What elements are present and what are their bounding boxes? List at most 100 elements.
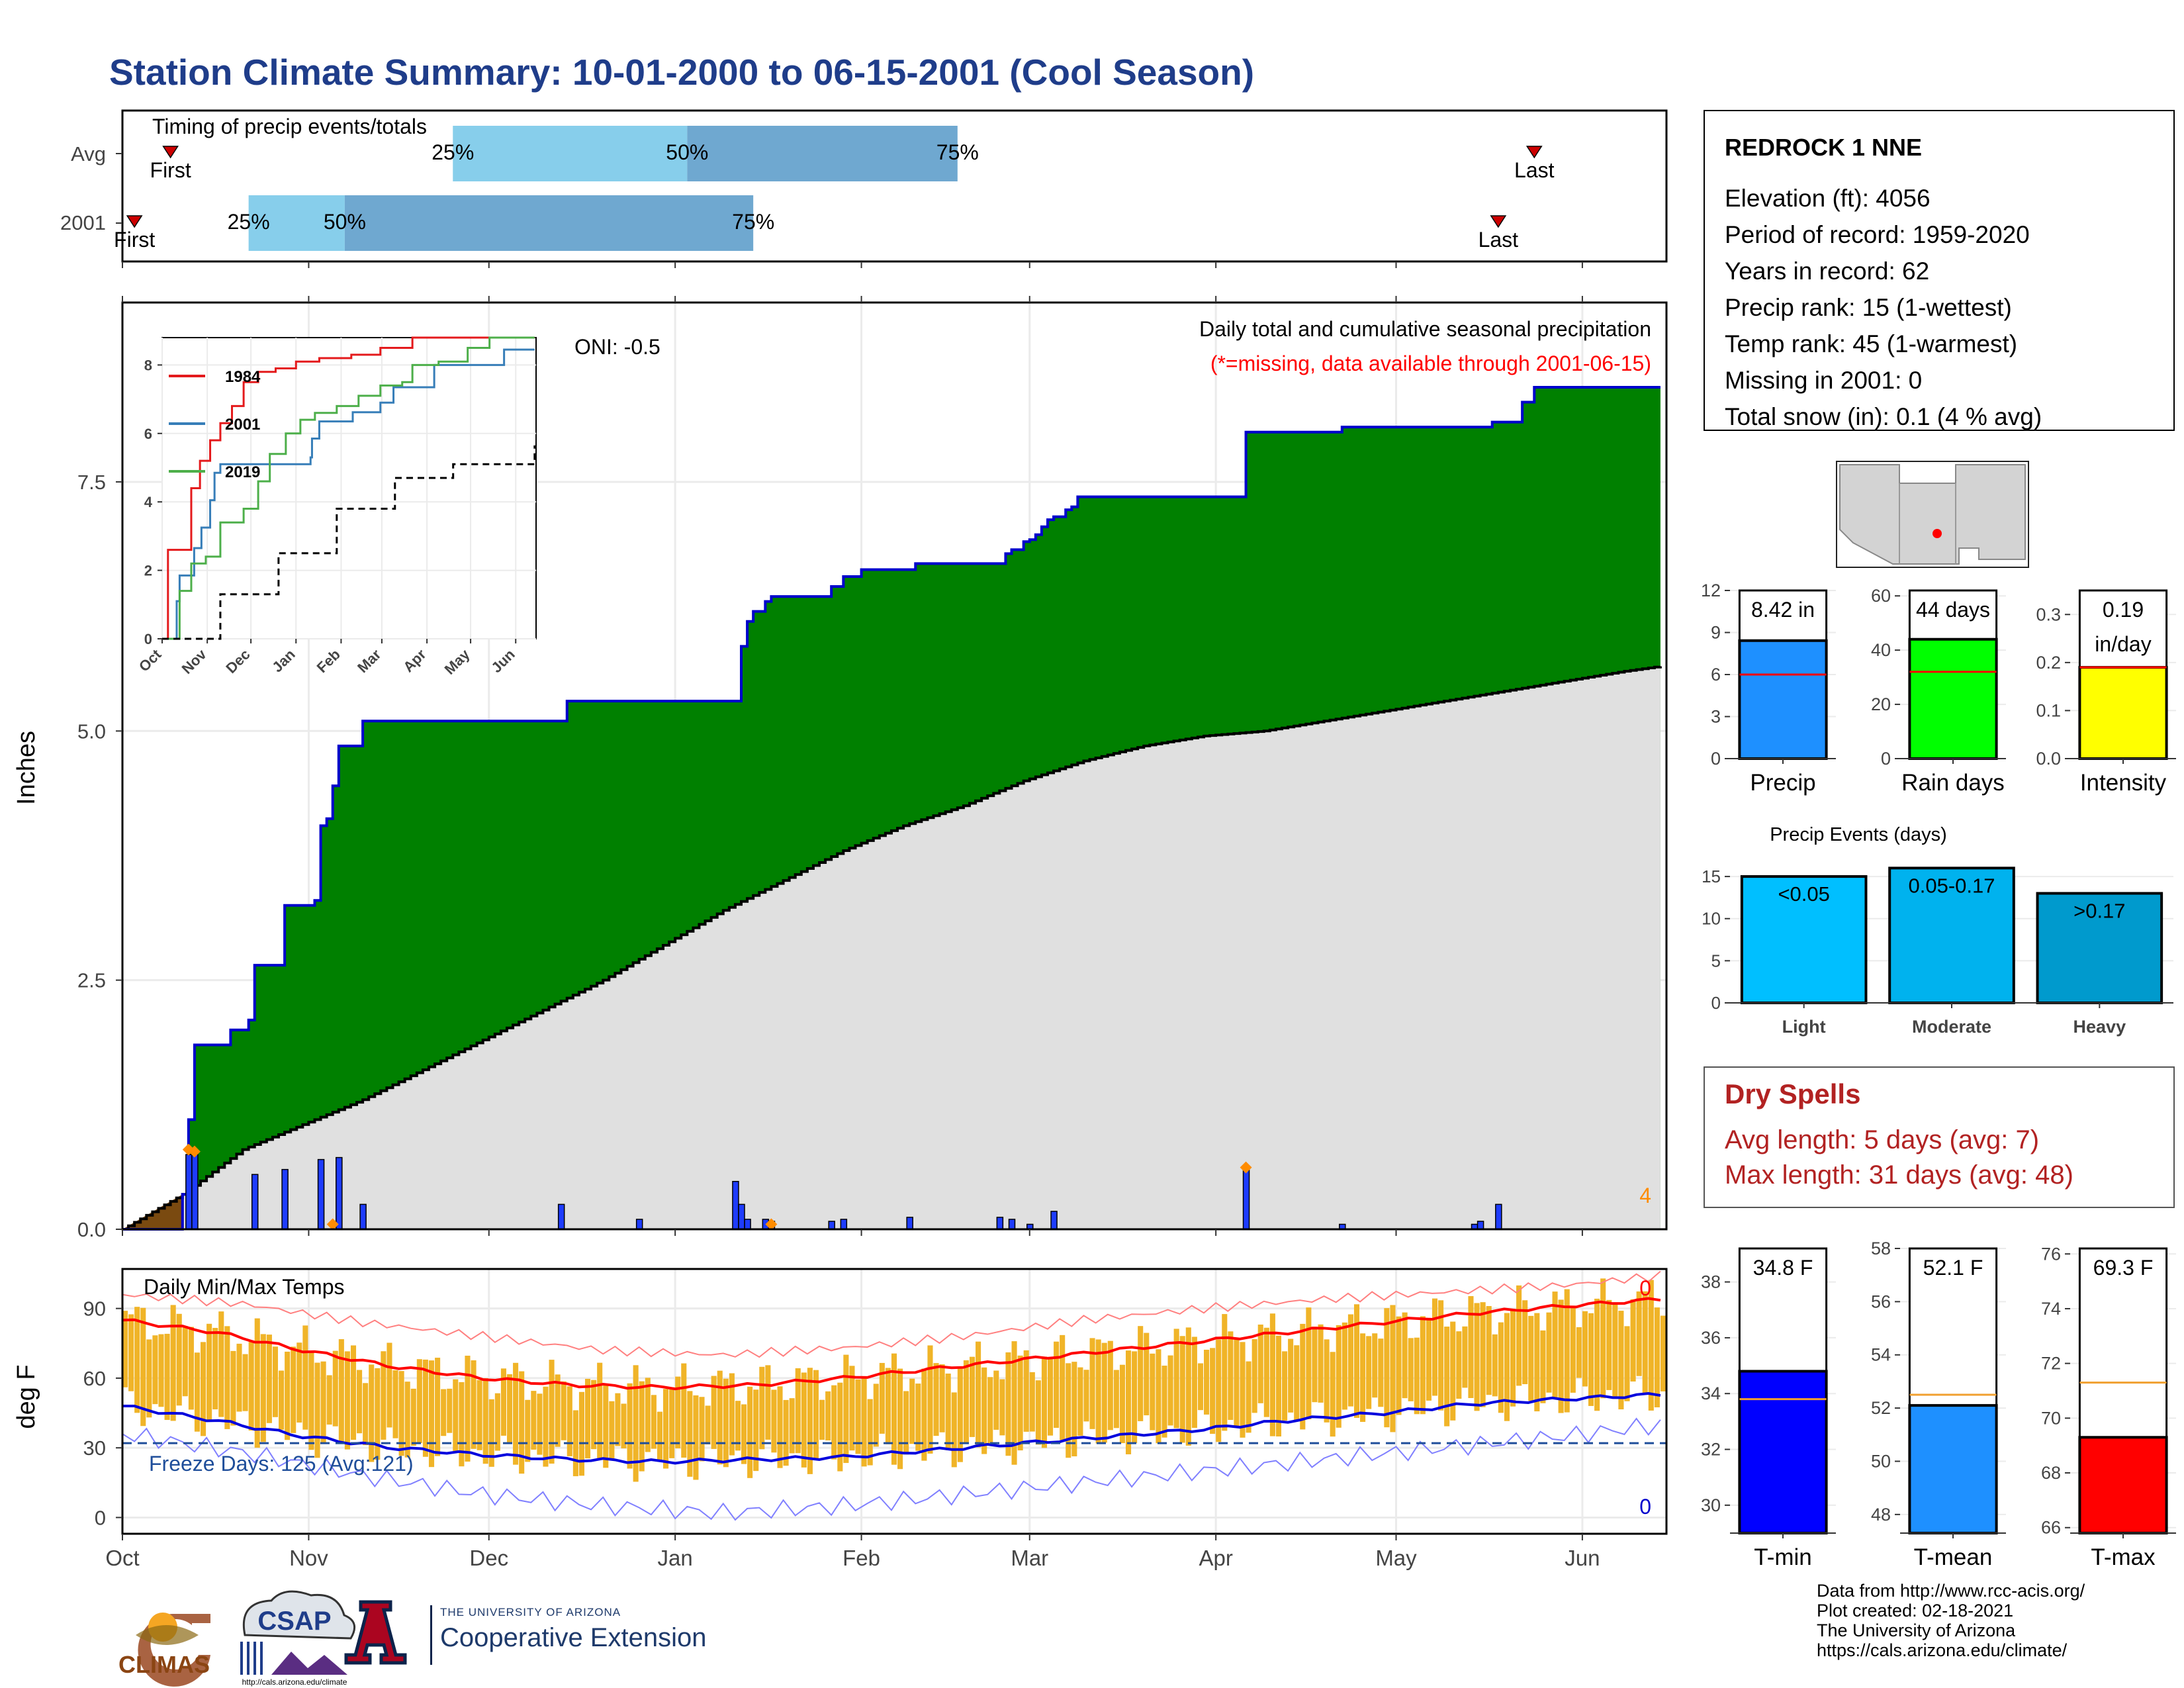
- daily-temp-bar: [759, 1366, 765, 1450]
- daily-precip-bar: [732, 1180, 739, 1230]
- daily-temp-bar: [266, 1335, 272, 1423]
- daily-precip-bar: [359, 1203, 367, 1230]
- summary-chart-t-mean: 48 50 52 54 56 58 52.1 F T-mean: [1871, 1239, 2006, 1570]
- daily-temp-bar: [279, 1370, 285, 1430]
- daily-precip-bar: [738, 1203, 745, 1230]
- daily-temp-bar: [1077, 1367, 1083, 1436]
- daily-temp-bar: [170, 1305, 176, 1421]
- daily-temp-bar: [657, 1411, 663, 1462]
- summary-value-bar: [2078, 666, 2168, 760]
- temp-y-tick-label: 30: [83, 1436, 106, 1460]
- daily-precip-bar: [1495, 1203, 1502, 1230]
- daily-temp-bar: [1222, 1314, 1228, 1431]
- daily-temp-bar: [344, 1351, 350, 1450]
- events-bar: [1740, 875, 1868, 1005]
- dry-spells-max: Max length: 31 days (avg: 48): [1725, 1160, 2073, 1190]
- daily-temp-bar: [927, 1345, 933, 1454]
- daily-temp-bar: [525, 1399, 531, 1462]
- temp-y-tick-label: 0: [95, 1506, 106, 1529]
- daily-temp-bar: [1612, 1303, 1618, 1399]
- daily-temp-bar: [1138, 1326, 1144, 1421]
- daily-temp-bar: [1150, 1353, 1156, 1430]
- inset-legend-label: 2001: [225, 416, 260, 434]
- daily-temp-bar: [711, 1376, 717, 1449]
- daily-temp-bar: [1510, 1310, 1516, 1407]
- daily-temp-bar: [182, 1326, 188, 1397]
- daily-temp-bar: [1066, 1363, 1071, 1458]
- daily-temp-bar: [465, 1355, 471, 1462]
- daily-temp-bar: [1324, 1339, 1330, 1423]
- daily-temp-bar: [1552, 1291, 1558, 1399]
- daily-temp-bar: [1041, 1356, 1047, 1448]
- daily-temp-bar: [1642, 1291, 1648, 1393]
- summary-y-tick-label: 0: [1881, 749, 1891, 769]
- daily-temp-bar: [831, 1385, 837, 1460]
- daily-temp-bar: [1251, 1339, 1257, 1413]
- inset-y-tick-label: 6: [144, 426, 152, 442]
- summary-chart-intensity: 0.0 0.1 0.2 0.3 0.19 in/day Intensity: [2036, 589, 2176, 796]
- daily-temp-bar: [285, 1351, 291, 1440]
- daily-temp-bar: [1558, 1299, 1564, 1413]
- daily-temp-bar: [1630, 1299, 1636, 1382]
- daily-temp-bar: [1275, 1335, 1282, 1437]
- summary-category-label: T-mean: [1914, 1544, 1993, 1570]
- daily-precip-bar: [1050, 1211, 1058, 1230]
- daily-temp-bar: [422, 1359, 428, 1457]
- daily-temp-bar: [867, 1399, 873, 1466]
- daily-temp-bar: [1522, 1300, 1528, 1385]
- daily-temp-bar: [1216, 1339, 1222, 1442]
- daily-temp-bar: [1582, 1311, 1588, 1387]
- daily-temp-bar: [248, 1342, 254, 1431]
- station-elevation: Elevation (ft): 4056: [1725, 185, 1931, 212]
- summary-chart-t-max: 66 68 70 72 74 76 69.3 F T-max: [2041, 1244, 2176, 1570]
- daily-temp-bar: [482, 1378, 488, 1464]
- missing-data-marker: [1240, 1161, 1252, 1174]
- inset-series-line-1: [162, 348, 535, 640]
- daily-temp-bar: [1113, 1370, 1119, 1429]
- daily-temp-bar: [855, 1379, 861, 1454]
- main-y-tick-label: 5.0: [77, 720, 106, 743]
- daily-temp-bar: [447, 1388, 453, 1433]
- daily-temp-bar: [669, 1387, 675, 1458]
- timing-pct-label: 50%: [666, 140, 708, 164]
- inset-series-line-0: [162, 336, 535, 640]
- daily-temp-bar: [1534, 1313, 1540, 1412]
- temperature-panel: Daily Min/Max Temps Freeze Days: 125 (Av…: [13, 1268, 1668, 1570]
- timing-row-label-avg: Avg: [71, 142, 106, 165]
- daily-temp-bar: [1095, 1339, 1101, 1444]
- daily-temp-bar: [584, 1378, 591, 1459]
- daily-temp-bar: [146, 1339, 152, 1418]
- daily-temp-bar: [152, 1335, 158, 1405]
- daily-temp-bar: [897, 1368, 903, 1470]
- summary-category-label: T-max: [2091, 1544, 2156, 1570]
- temp-panel-title: Daily Min/Max Temps: [144, 1275, 344, 1299]
- daily-temp-bar: [609, 1401, 615, 1461]
- daily-temp-bar: [1336, 1325, 1342, 1428]
- daily-temp-bar: [993, 1370, 999, 1430]
- daily-temp-bar: [1029, 1372, 1035, 1432]
- timing-row-label-2001: 2001: [60, 211, 106, 234]
- daily-temp-bar: [945, 1373, 951, 1450]
- daily-temp-bar: [843, 1354, 849, 1464]
- daily-temp-bar: [909, 1378, 915, 1444]
- daily-temp-bar: [555, 1374, 561, 1447]
- summary-y-tick-label: 0: [1711, 749, 1721, 769]
- daily-temp-bar: [212, 1328, 218, 1410]
- daily-temp-bar: [164, 1333, 170, 1421]
- missing-count-label: 4: [1639, 1184, 1651, 1207]
- summary-category-label: T-min: [1754, 1544, 1812, 1570]
- freeze-days-label: Freeze Days: 125 (Avg:121): [149, 1452, 414, 1476]
- daily-temp-bar: [1204, 1349, 1210, 1415]
- daily-temp-bar: [933, 1363, 939, 1436]
- daily-temp-bar: [687, 1391, 693, 1477]
- average-cumulative-line: [122, 665, 1662, 1231]
- daily-temp-bar: [392, 1370, 398, 1438]
- daily-precip-bar: [744, 1219, 751, 1230]
- daily-temp-bar: [320, 1361, 326, 1443]
- inset-legend-label: 1984: [225, 368, 261, 386]
- summary-y-tick-label: 0.3: [2036, 604, 2061, 624]
- summary-y-tick-label: 9: [1711, 623, 1721, 643]
- temp-x-tick-label: Feb: [842, 1546, 880, 1570]
- daily-temp-bar: [1132, 1351, 1138, 1444]
